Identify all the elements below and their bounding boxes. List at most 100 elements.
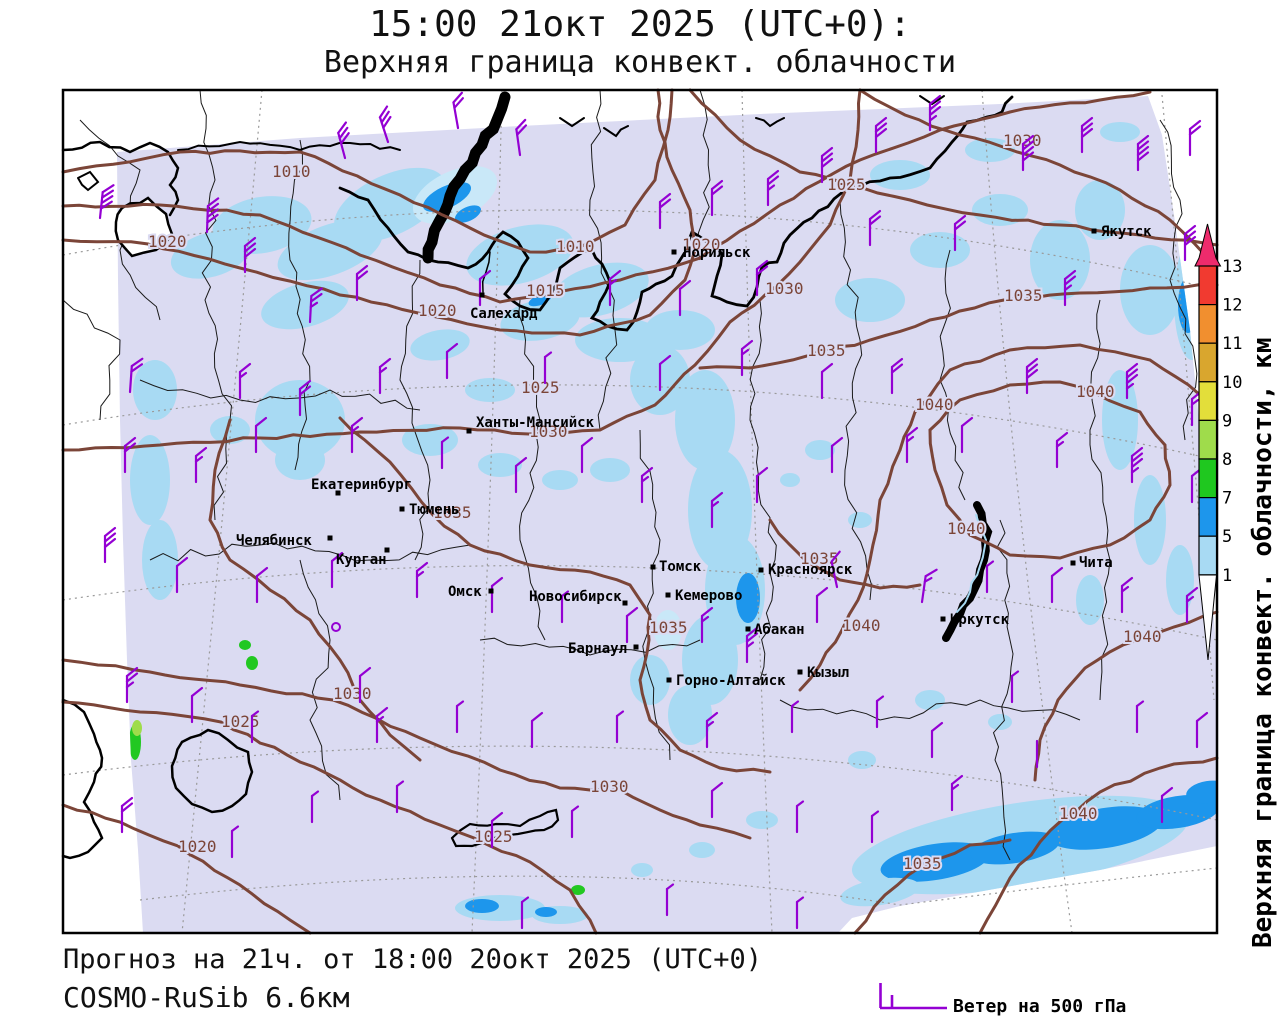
city-dot: [1091, 228, 1097, 234]
colorbar-tick-label: 13: [1222, 257, 1242, 277]
wind-barb: [795, 896, 805, 930]
contour-label: 1020: [178, 837, 217, 856]
city-dot: [622, 600, 628, 606]
wind-barb: [230, 825, 240, 859]
wind-barb: [175, 556, 189, 594]
city-label: Екатеринбург: [311, 477, 412, 493]
contour-label: 1030: [529, 422, 568, 441]
colorbar-tick-label: 11: [1222, 334, 1242, 354]
wind-barb: [1050, 566, 1064, 604]
city-dot: [745, 626, 751, 632]
city-dot: [1070, 560, 1076, 566]
city-dot: [335, 490, 341, 496]
city-label: Томск: [659, 559, 702, 575]
city-dot: [327, 535, 333, 541]
wind-barb: [1183, 224, 1197, 262]
wind-barb: [190, 686, 204, 724]
city-label: Абакан: [754, 622, 805, 638]
contour-label: 1030: [765, 279, 804, 298]
wind-barb: [455, 700, 465, 734]
wind-barb: [358, 666, 372, 704]
city-label: Омск: [448, 584, 482, 600]
wind-barb: [640, 466, 654, 504]
wind-barb: [755, 259, 769, 297]
wind-barb: [1195, 711, 1209, 749]
wind-barb: [415, 561, 429, 599]
wind-barb: [830, 436, 844, 474]
colorbar-segment: [1198, 381, 1218, 421]
colorbar-segment: [1198, 419, 1218, 460]
wind-barb: [1136, 134, 1150, 172]
city-dot: [665, 592, 671, 598]
wind-barb: [920, 568, 938, 604]
contour-label: 1015: [526, 281, 565, 300]
city-label: Ханты-Мансийск: [476, 415, 595, 431]
contour-label: 1030: [590, 777, 629, 796]
city-dot: [671, 249, 677, 255]
colorbar-tick-label: 9: [1222, 411, 1232, 431]
forecast-caption: Прогноз на 21ч. от 18:00 20окт 2025 (UTC…: [63, 944, 762, 975]
contour-label: 1020: [148, 232, 187, 251]
wind-barb: [310, 790, 320, 824]
contour-label: 1035: [433, 503, 472, 522]
colorbar-segment: [1198, 304, 1218, 344]
wind-barb: [710, 179, 724, 217]
city-label: Иркутск: [950, 612, 1010, 628]
wind-barb: [815, 586, 829, 624]
city-label: Барнаул: [568, 641, 627, 657]
contour-label: 1020: [682, 235, 721, 254]
wind-barb: [960, 416, 974, 454]
city-dot: [666, 677, 672, 683]
wind-barb: [710, 781, 724, 819]
wind-barb: [705, 711, 719, 749]
colorbar-segment: [1198, 535, 1218, 576]
colorbar-tick-label: 7: [1222, 489, 1232, 509]
wind-barb: [580, 436, 594, 474]
wind-barb: [254, 416, 268, 454]
city-dot: [797, 669, 803, 675]
wind-barb: [255, 566, 269, 604]
wind-barb: [820, 146, 834, 184]
admin-borders: [62, 89, 1198, 861]
wind-barb: [238, 362, 252, 400]
city-dot: [650, 564, 656, 570]
wind-legend-label: Ветер на 500 гПа: [953, 996, 1126, 1017]
contour-label: 1040: [1076, 382, 1115, 401]
wind-barb: [1055, 431, 1069, 469]
wind-barb: [985, 560, 995, 594]
wind-barb: [337, 121, 350, 160]
contour-label: 1025: [521, 378, 560, 397]
wind-barb: [452, 91, 464, 130]
wind-barb: [125, 666, 139, 704]
contour-label: 1035: [903, 854, 942, 873]
contour-label: 1040: [1123, 627, 1162, 646]
city-label: Кызыл: [807, 665, 849, 681]
wind-barb: [194, 446, 208, 484]
wind-barb: [890, 357, 904, 395]
wind-barb: [308, 287, 323, 324]
city-label: Красноярск: [768, 562, 853, 578]
wind-barb: [1130, 446, 1144, 484]
wind-barb: [350, 416, 364, 454]
city-dot: [488, 588, 494, 594]
wind-barb: [710, 491, 724, 529]
wind-barb: [615, 710, 625, 744]
wind-barb: [658, 192, 672, 230]
city-label: Тюмень: [409, 502, 460, 518]
colorbar-tick-label: 12: [1222, 296, 1242, 316]
pressure-contours: [61, 88, 1219, 935]
contour-label: 1035: [1004, 286, 1043, 305]
city-label: Чита: [1079, 555, 1113, 571]
colorbar: 13 12 11 10 9 8 7 5 1 Верхняя граница конвект. об…: [1194, 223, 1278, 948]
city-label: Курган: [336, 552, 387, 568]
wind-barb: [790, 700, 800, 734]
wind-barb: [930, 721, 944, 759]
city-dot: [758, 567, 764, 573]
model-caption: COSMO-RuSib 6.6км: [63, 981, 350, 1014]
contour-labels: 1010 1010 1015 1020 1020 1020 1020 1025 1025 1025…: [146, 129, 1164, 875]
wind-barb: [740, 339, 754, 377]
wind-barb: [766, 169, 780, 207]
city-dot: [633, 644, 639, 650]
contour-label: 1025: [827, 175, 866, 194]
